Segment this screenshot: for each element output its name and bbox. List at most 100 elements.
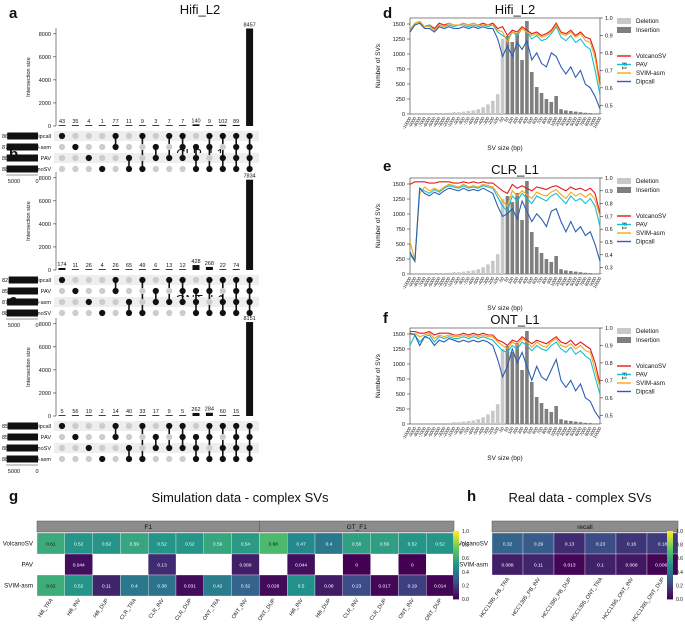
x-tick-label-f: -3000	[437, 426, 447, 439]
y2-tick-label-e: 0.3	[605, 266, 613, 272]
matrix-dot-b	[246, 287, 253, 295]
matrix-dot-c	[166, 433, 173, 441]
intersection-bar-c	[246, 322, 254, 416]
x-tick-label-e: -4000	[432, 276, 442, 289]
x-tick-label-f: -500	[472, 426, 481, 437]
x-tick-label-f: -6000	[422, 426, 432, 439]
matrix-dot-a	[206, 132, 213, 140]
count-bar-deletion-d	[476, 109, 481, 114]
colorbar-segment-h	[667, 558, 673, 561]
x-tick-label-d: 10000	[592, 116, 603, 130]
colorbar-segment-g	[453, 546, 459, 549]
colorbar-segment-g	[453, 542, 459, 545]
matrix-dot-c	[179, 455, 186, 463]
y-tick-label-b: 6000	[39, 199, 51, 205]
intersection-label-c: 5	[60, 409, 63, 415]
colorbar-segment-h	[667, 580, 673, 583]
x-tick-label-f: -8000	[412, 426, 422, 439]
col-label-g: CLR_INV	[148, 597, 166, 619]
matrix-dot-b	[139, 276, 146, 284]
colorbar-segment-g	[453, 549, 459, 552]
matrix-dot-b	[72, 309, 79, 317]
colorbar-segment-g	[453, 575, 459, 578]
x-tick-label-f: 300	[516, 426, 524, 435]
colorbar-segment-h	[667, 571, 673, 574]
x-tick-label-d: 200	[512, 116, 520, 125]
matrix-dot-b	[246, 298, 253, 306]
matrix-dot-a	[152, 154, 159, 162]
matrix-dot-c	[219, 455, 226, 463]
count-bar-insertion-f	[573, 421, 578, 424]
matrix-dot-c	[219, 422, 226, 430]
matrix-dot-c	[85, 422, 92, 430]
matrix-dot-b	[85, 298, 92, 306]
colorbar-segment-h	[667, 583, 673, 586]
intersection-bar-c	[219, 415, 227, 416]
heat-cell-label-g: 0.014	[434, 584, 446, 590]
matrix-dot-c	[246, 433, 253, 441]
intersection-label-c: 40	[126, 409, 132, 415]
y-tick-label-d: 1500	[393, 22, 405, 28]
heat-cell-label-g: 0.59	[130, 542, 140, 548]
set-size-label-a: 8803	[2, 156, 14, 162]
matrix-dot-b	[85, 309, 92, 317]
colorbar-segment-g	[453, 583, 459, 586]
matrix-dot-c	[125, 422, 133, 430]
col-label-g: CLR_INV	[342, 597, 360, 619]
set-size-label-a: 8655	[2, 134, 14, 140]
x-tick-label-f: 600	[531, 426, 539, 435]
colorbar-segment-h	[667, 532, 673, 535]
set-size-bar-c	[7, 422, 38, 430]
x-tick-label-d: 9000	[588, 116, 597, 127]
col-label-h: HCC1395_ONT_INV	[602, 576, 636, 621]
colorbar-segment-h	[667, 597, 673, 600]
colorbar-segment-h	[667, 563, 673, 566]
colorbar-segment-g	[453, 587, 459, 590]
matrix-dot-b	[85, 276, 92, 284]
matrix-dot-c	[85, 444, 92, 452]
colorbar-segment-h	[667, 593, 673, 596]
intersection-bar-c	[138, 415, 146, 416]
matrix-dot-a	[246, 132, 253, 140]
x-tick-label-d: -500	[472, 116, 481, 127]
x-tick-label-d: 300	[516, 116, 524, 125]
heat-cell-label-g: 0.52	[74, 542, 84, 548]
f1-line-dipcall-f	[409, 332, 601, 420]
legend-label-f: Insertion	[636, 337, 660, 344]
x-tick-label-d: 6000	[574, 116, 583, 127]
intersection-label-c: 9	[168, 409, 171, 415]
panel-letter-d: d	[383, 5, 393, 22]
title-g: Simulation data - complex SVs	[151, 490, 329, 505]
heat-cell-label-g: 0.62	[46, 584, 56, 590]
matrix-dot-b	[125, 309, 133, 317]
matrix-dot-b	[233, 298, 240, 306]
y-tick-label-c: 4000	[39, 368, 51, 374]
x-tick-label-e: -200	[486, 276, 495, 287]
count-bar-deletion-f	[447, 422, 451, 424]
colorbar-tick-h: 0.6	[676, 556, 683, 562]
heat-cell-empty-g	[259, 554, 288, 575]
intersection-label-b: 428	[191, 259, 200, 265]
matrix-dot-a	[112, 132, 119, 140]
matrix-dot-c	[112, 444, 119, 452]
col-label-g: ONT_TRA	[202, 597, 222, 621]
count-bar-deletion-e	[461, 271, 466, 274]
count-bar-insertion-f	[549, 412, 554, 424]
x-tick-label-d: -900	[452, 116, 461, 127]
x-tick-label-d: -100	[491, 116, 500, 127]
matrix-dot-b	[112, 298, 119, 306]
heat-cell-empty-g	[370, 554, 399, 575]
x-tick-label-f: -100	[491, 426, 500, 437]
intersection-label-a: 3	[154, 119, 157, 125]
intersection-label-b: 6	[154, 263, 157, 269]
count-bar-deletion-d	[466, 111, 471, 114]
x-tick-label-f: 7000	[579, 426, 588, 437]
matrix-dot-a	[206, 143, 213, 151]
matrix-dot-b	[72, 276, 79, 284]
col-label-g: Hifi_DUP	[93, 597, 111, 619]
y2-tick-label-e: 0.9	[605, 189, 613, 195]
row-dash-g: -	[69, 563, 71, 569]
intersection-bar-b	[192, 265, 200, 270]
y-tick-label-d: 750	[396, 67, 405, 73]
x-tick-label-d: 7000	[579, 116, 588, 127]
